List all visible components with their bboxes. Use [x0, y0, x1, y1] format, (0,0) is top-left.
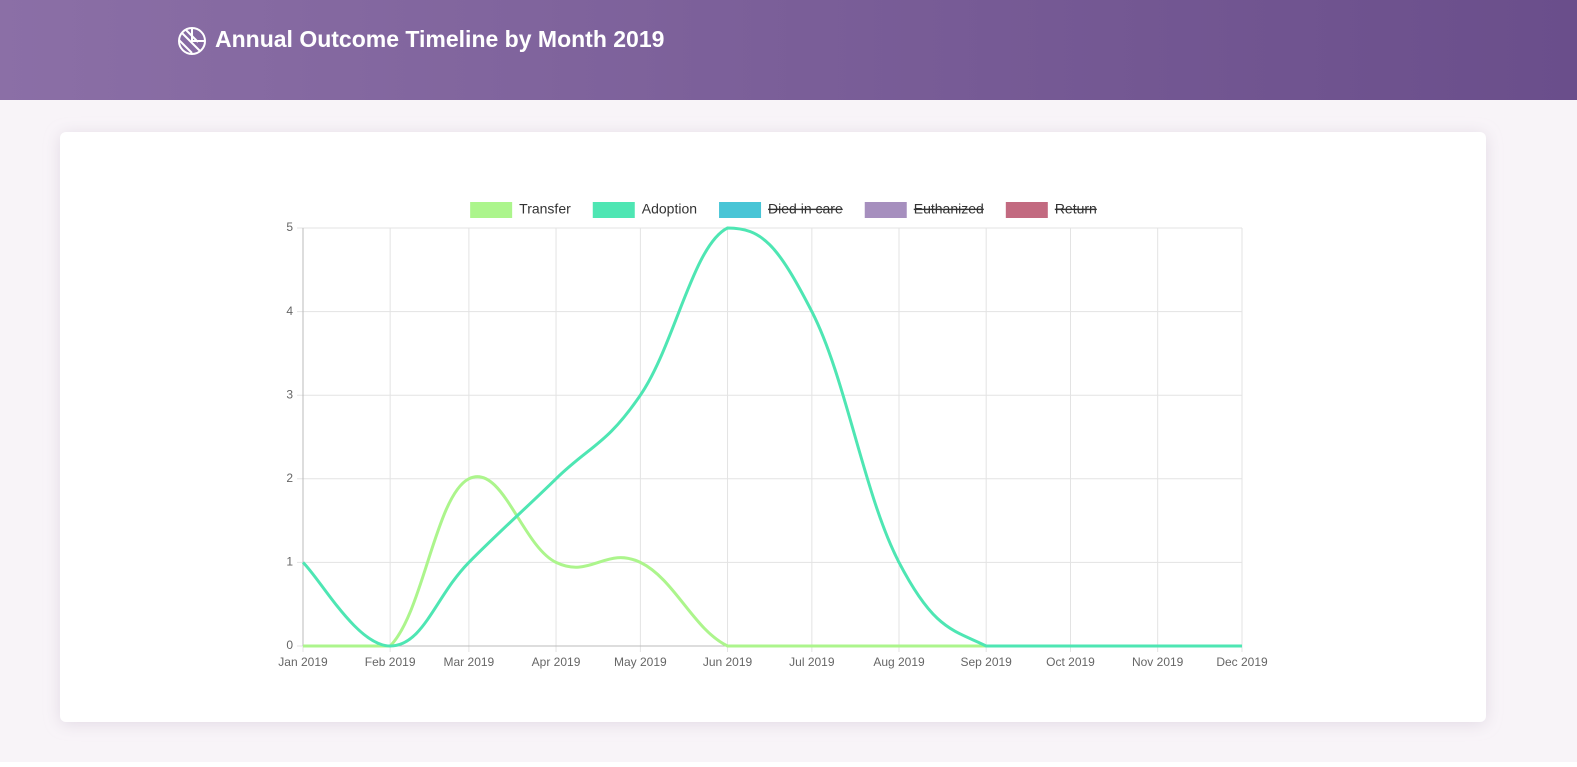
- x-tick-label: Aug 2019: [873, 655, 925, 669]
- y-tick-label: 3: [286, 387, 293, 401]
- legend-label: Died in care: [768, 201, 843, 217]
- chart: 0 1 2 3 4 5 Jan 2019 Feb 2019 Mar 2019 Apr 2019 Ma…: [278, 201, 1268, 669]
- legend-swatch: [1005, 202, 1048, 218]
- data-line: [301, 226, 1242, 648]
- logo-icon: [178, 27, 206, 55]
- x-tick-label: Dec 2019: [1216, 655, 1268, 669]
- card: [60, 132, 1486, 722]
- x-tick-label: Jan 2019: [278, 655, 328, 669]
- y-tick-label: 1: [286, 555, 293, 569]
- x-tick-label: Sep 2019: [960, 655, 1012, 669]
- x-tick-label: May 2019: [614, 655, 667, 669]
- page-title: Annual Outcome Timeline by Month 2019: [215, 26, 664, 52]
- legend-swatch: [470, 202, 513, 218]
- x-tick-label: Mar 2019: [444, 655, 495, 669]
- legend-label: Adoption: [642, 201, 697, 217]
- legend-label: Return: [1055, 201, 1097, 217]
- legend-label: Euthanized: [914, 201, 984, 217]
- legend-swatch: [719, 202, 762, 218]
- x-tick-label: Jul 2019: [789, 655, 835, 669]
- legend-swatch: [592, 202, 635, 218]
- x-tick-label: Feb 2019: [365, 655, 416, 669]
- legend-label: Transfer: [519, 201, 571, 217]
- y-tick-label: 5: [286, 220, 293, 234]
- legend-swatch: [864, 202, 907, 218]
- header: [0, 0, 1577, 100]
- x-tick-label: Nov 2019: [1132, 655, 1184, 669]
- x-tick-label: Jun 2019: [703, 655, 753, 669]
- y-tick-label: 0: [286, 638, 293, 652]
- x-tick-label: Apr 2019: [532, 655, 581, 669]
- y-tick-label: 2: [286, 471, 293, 485]
- x-tick-label: Oct 2019: [1046, 655, 1095, 669]
- y-tick-label: 4: [286, 304, 293, 318]
